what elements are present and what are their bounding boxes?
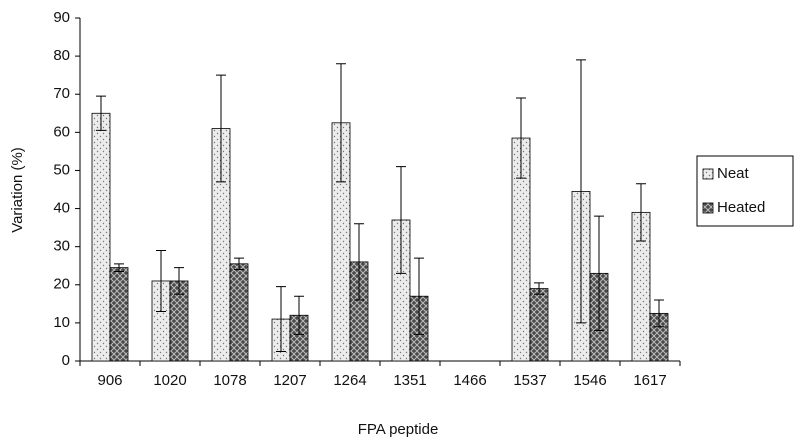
error-bar [96,95,106,131]
error-bar [636,183,646,242]
legend-label: Neat [717,165,750,182]
error-bar [174,267,184,295]
error-bar [234,257,244,271]
x-tick-label: 1617 [633,372,666,389]
bar [91,112,111,362]
error-bar [414,257,424,335]
error-bar [594,215,604,332]
error-bar [114,263,124,272]
bar [229,263,249,362]
error-bar [534,282,544,295]
y-tick-label: 80 [53,47,70,64]
x-axis-label: FPA peptide [358,421,439,438]
x-tick-label: 1546 [573,372,606,389]
error-bar [516,97,526,179]
x-tick-label: 1207 [273,372,306,389]
error-bar [576,59,586,324]
y-tick-label: 60 [53,123,70,140]
legend-swatch [702,202,714,214]
x-tick-label: 906 [97,372,122,389]
error-bar [276,286,286,352]
x-tick-label: 1351 [393,372,426,389]
legend-swatch [702,168,714,180]
y-tick-label: 40 [53,200,70,217]
y-axis-label: Variation (%) [9,147,26,233]
x-tick-label: 1020 [153,372,186,389]
legend-label: Heated [717,199,765,216]
x-tick-label: 1537 [513,372,546,389]
bar [529,288,549,362]
y-tick-label: 0 [62,352,70,369]
y-tick-label: 10 [53,314,70,331]
error-bar [294,295,304,335]
y-tick-label: 30 [53,238,70,255]
error-bar [156,249,166,312]
x-tick-label: 1078 [213,372,246,389]
x-tick-label: 1466 [453,372,486,389]
x-tick-label: 1264 [333,372,366,389]
error-bar [336,63,346,183]
bar [109,267,129,362]
error-bar [216,74,226,183]
y-tick-label: 20 [53,276,70,293]
y-tick-label: 70 [53,85,70,102]
y-tick-label: 50 [53,161,70,178]
y-tick-label: 90 [53,9,70,26]
legend-box [696,155,794,227]
error-bar [654,299,664,328]
error-bar [396,166,406,274]
error-bar [354,223,364,301]
